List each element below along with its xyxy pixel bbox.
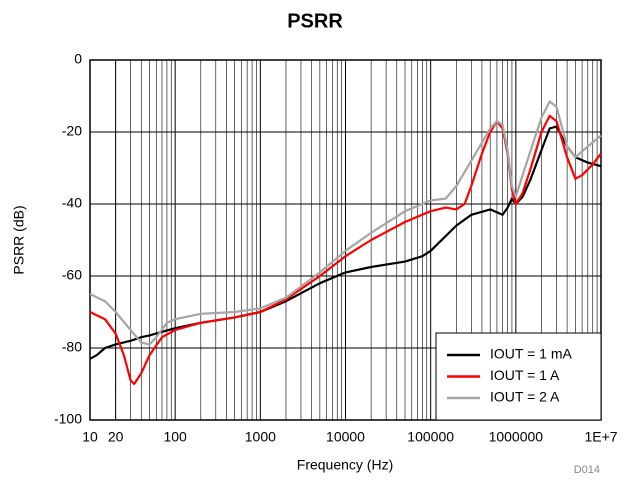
y-tick-label: 0	[74, 51, 82, 67]
x-axis-label: Frequency (Hz)	[297, 457, 393, 473]
x-tick-label: 1000000	[489, 429, 544, 445]
y-tick-label: -40	[62, 195, 82, 211]
y-tick-label: -20	[62, 123, 82, 139]
legend-label: IOUT = 2 A	[490, 389, 560, 405]
x-tick-label: 20	[108, 429, 124, 445]
legend-label: IOUT = 1 A	[490, 367, 560, 383]
y-axis-label: PSRR (dB)	[11, 205, 27, 274]
plot-frame	[89, 59, 602, 421]
x-tick-label: 10000	[326, 429, 365, 445]
y-tick-label: -80	[62, 339, 82, 355]
x-tick-label: 100000	[407, 429, 454, 445]
x-tick-label: 1000	[245, 429, 276, 445]
x-tick-label: 1E+7	[584, 429, 617, 445]
chart-title: PSRR	[287, 10, 343, 32]
legend-label: IOUT = 1 mA	[490, 346, 572, 362]
x-tick-label: 100	[163, 429, 187, 445]
series-line	[89, 125, 602, 360]
y-tick-label: -60	[62, 267, 82, 283]
x-tick-label: 10	[82, 429, 98, 445]
annotation: D014	[574, 464, 600, 476]
series-line	[89, 114, 602, 386]
series-line	[89, 100, 602, 346]
y-tick-label: -100	[54, 411, 82, 427]
